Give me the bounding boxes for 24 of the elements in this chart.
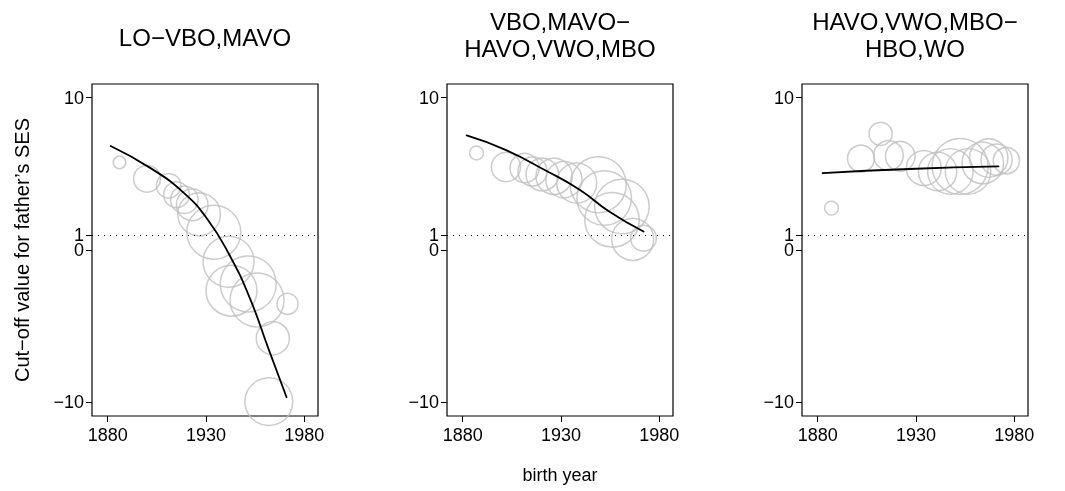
x-tick-label: 1980 [994,425,1035,445]
x-tick-label: 1930 [895,425,937,445]
x-tick-label: 1880 [87,425,128,445]
y-tick-label: 0 [783,240,794,260]
x-tick-label: 1930 [540,425,582,445]
line-series [465,134,645,233]
y-tick-label: 10 [418,87,439,108]
y-tick-label: 10 [773,87,794,108]
chart-title: HAVO,VWO,MBO− HBO,WO [812,8,1018,62]
y-axis-title: Cut−off value for father’s SES [11,117,33,383]
x-tick-label: 1880 [797,425,838,445]
y-tick-label: −10 [53,392,84,413]
x-tick-label: 1980 [284,425,325,445]
x-tick-label: 1980 [639,425,680,445]
y-tick-label: 10 [63,87,84,108]
x-tick-label: 1930 [185,425,227,445]
y-tick-label: −10 [763,392,794,413]
y-tick-label: 0 [73,240,84,260]
chart-title: LO−VBO,MAVO [118,24,292,51]
x-axis-title: birth year [522,465,598,485]
y-tick-label: 0 [428,240,439,260]
x-tick-label: 1880 [442,425,483,445]
y-tick-label: −10 [408,392,439,413]
chart-title: VBO,MAVO− HAVO,VWO,MBO [464,8,656,62]
